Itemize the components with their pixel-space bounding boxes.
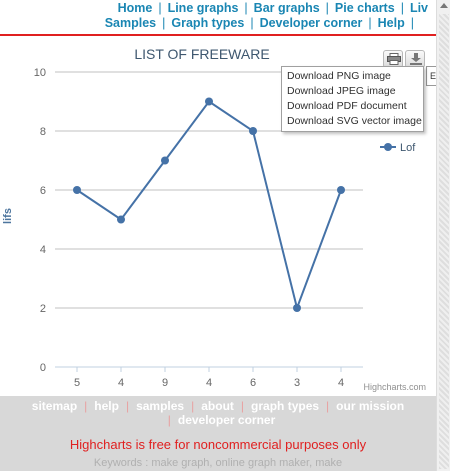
x-tick-label: 5 [74,377,80,389]
footer-nav-row-1: sitemap | help | samples | about | graph types | o… [0,399,436,413]
x-tick-label: 4 [206,377,212,389]
nav-line-graphs-link[interactable]: Line graphs [167,1,239,15]
nav-separator: | [162,16,166,30]
nav-separator: | [410,16,414,30]
series-line [76,100,342,312]
printer-icon [387,53,401,65]
nav-help-link[interactable]: Help [377,16,405,30]
footer-about-link[interactable]: about [201,399,234,413]
footer-separator: | [84,399,88,413]
download-icon [410,53,422,65]
nav-live-link[interactable]: Liv [409,1,428,15]
data-point-marker[interactable] [337,186,345,194]
footer-our-mission-link[interactable]: our mission [336,399,405,413]
footer-help-link[interactable]: help [94,399,119,413]
chart-series [73,97,345,312]
data-point-marker[interactable] [73,186,81,194]
chart-legend[interactable]: Lof [380,142,416,154]
vertical-scrollbar[interactable] [436,0,450,471]
y-tick-label: 6 [40,185,46,197]
data-point-marker[interactable] [249,127,257,135]
footer-graph-types-link[interactable]: graph types [251,399,320,413]
nav-separator: | [250,16,254,30]
nav-separator: | [158,1,162,15]
footer-developer-corner-link[interactable]: developer corner [177,413,276,427]
nav-home-link[interactable]: Home [117,1,153,15]
nav-separator: | [325,1,329,15]
keywords-text: Keywords : make graph, online graph make… [93,457,343,469]
nav-separator: | [244,1,248,15]
x-tick-label: 9 [162,377,168,389]
nav-graph-types-link[interactable]: Graph types [171,16,245,30]
export-menu: Download PNG image Download JPEG image D… [281,66,424,132]
header-divider [0,34,436,36]
y-axis-label: lifs [2,208,14,224]
data-point-marker[interactable] [205,97,213,106]
chart-axes: 0 2 4 6 8 10 5 4 9 4 6 3 4 [34,67,363,389]
footer-samples-link[interactable]: samples [136,399,185,413]
footer-separator: | [326,399,330,413]
data-point-marker[interactable] [117,215,125,224]
footer: sitemap | help | samples | about | graph types | o… [0,396,436,471]
x-tick-label: 4 [118,377,124,389]
x-tick-label: 4 [338,377,344,389]
chart-canvas: LIST OF FREEWARE 0 2 4 6 8 10 5 4 9 4 6 3 4 lifs Lof… [2,46,426,392]
scrollbar-track[interactable] [439,14,449,469]
top-nav-row-2: Samples | Graph types | Developer corner | Hel… [105,16,420,30]
nav-samples-link[interactable]: Samples [104,16,157,30]
data-point-marker[interactable] [293,304,301,312]
footer-separator: | [240,399,245,413]
top-nav-row-1: Home | Line graphs | Bar graphs | Pie charts | L… [118,1,428,15]
menu-item-download-pdf[interactable]: Download PDF document [287,100,407,112]
nav-separator: | [368,16,372,30]
y-tick-label: 4 [40,244,46,256]
nav-bar-graphs-link[interactable]: Bar graphs [253,1,320,15]
license-notice: Highcharts is free for noncommercial pur… [69,437,367,452]
footer-separator: | [167,413,171,427]
top-navigation: Home | Line graphs | Bar graphs | Pie charts | L… [0,0,436,34]
footer-separator: | [191,399,195,413]
line-chart: LIST OF FREEWARE 0 2 4 6 8 10 5 4 9 4 6 3 4 lifs Lof… [0,36,436,396]
footer-nav-row-2: | developer corner [0,413,436,427]
x-tick-label: 6 [250,377,256,389]
y-tick-label: 8 [40,126,46,138]
nav-developer-corner-link[interactable]: Developer corner [259,16,363,30]
footer-separator: | [125,399,130,413]
y-tick-label: 0 [40,362,46,374]
x-tick-label: 3 [294,377,300,389]
print-chart-button[interactable] [383,50,403,68]
data-point-marker[interactable] [161,156,169,165]
credits-link[interactable]: Highcharts.com [363,382,426,392]
menu-item-download-jpeg[interactable]: Download JPEG image [287,85,396,97]
legend-marker [384,143,392,151]
scroll-up-arrow-icon[interactable] [440,3,448,8]
menu-item-download-png[interactable]: Download PNG image [287,70,391,82]
nav-separator: | [400,1,404,15]
y-tick-label: 10 [34,67,46,79]
chart-title: LIST OF FREEWARE [134,46,269,62]
footer-sitemap-link[interactable]: sitemap [31,399,78,413]
y-tick-label: 2 [40,303,46,315]
menu-item-download-svg[interactable]: Download SVG vector image [287,115,422,127]
legend-item-label: Lof [400,142,416,154]
nav-pie-charts-link[interactable]: Pie charts [334,1,395,15]
